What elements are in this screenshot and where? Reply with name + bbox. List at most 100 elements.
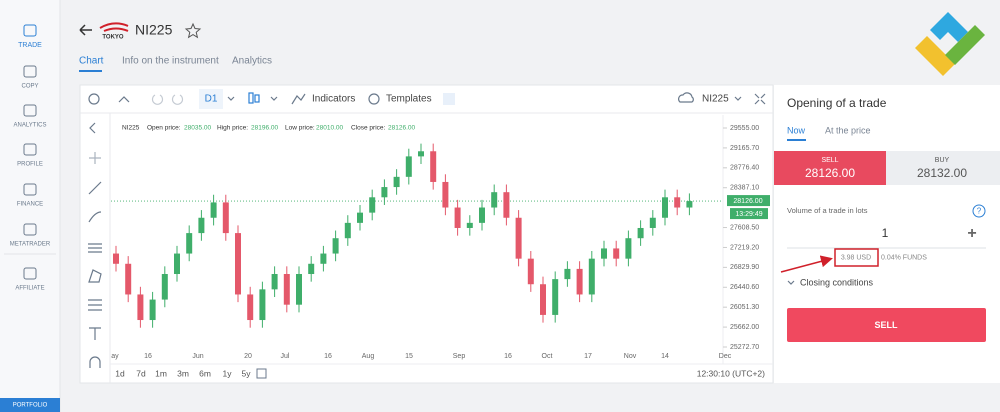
candle-body xyxy=(247,294,254,321)
period-button[interactable]: 7d xyxy=(136,368,146,378)
templates-button[interactable]: Templates xyxy=(386,94,432,105)
candle-body xyxy=(491,192,498,208)
period-button[interactable]: 6m xyxy=(199,368,211,378)
period-button[interactable]: 1m xyxy=(155,368,167,378)
sell-label[interactable]: SELL xyxy=(821,157,838,164)
sidebar-icon[interactable] xyxy=(23,24,37,37)
period-button[interactable]: 3m xyxy=(177,368,189,378)
candle-body xyxy=(405,156,412,177)
candle-body xyxy=(540,284,546,315)
volume-input[interactable]: 1 xyxy=(882,226,889,240)
help-icon[interactable] xyxy=(972,204,986,218)
legend-close-label: Close price: xyxy=(351,125,386,132)
legend-open-label: Open price: xyxy=(147,125,181,132)
candle-body xyxy=(113,253,119,264)
legend-low: 28010.00 xyxy=(316,125,343,132)
date-label: 14 xyxy=(661,353,669,360)
sidebar-items: TRADE COPY ANALYTICS PROFILE FINANCE METATRAD… xyxy=(4,24,56,292)
date-label: Sep xyxy=(453,353,466,360)
sell-box[interactable] xyxy=(774,151,886,185)
price-tick-label: 25662.00 xyxy=(730,324,759,331)
date-label: Oct xyxy=(542,353,553,360)
logo-mark xyxy=(99,22,129,32)
sidebar-label[interactable]: METATRADER xyxy=(10,242,51,248)
legend-high-label: High price: xyxy=(217,125,248,132)
sidebar-label[interactable]: COPY xyxy=(21,84,38,90)
candle-body xyxy=(332,238,339,254)
date-label: Nov xyxy=(624,353,637,360)
back-arrow[interactable] xyxy=(79,24,92,36)
date-label: 16 xyxy=(144,353,152,360)
candle-body xyxy=(466,222,473,228)
tab-chart[interactable]: Chart xyxy=(79,56,104,67)
sidebar-icon[interactable] xyxy=(23,267,37,280)
candle-body xyxy=(662,197,668,218)
sidebar-icon[interactable] xyxy=(23,104,37,117)
instrument-title: NI225 xyxy=(135,22,173,38)
closing-conditions[interactable]: Closing conditions xyxy=(800,277,874,287)
calendar-icon[interactable] xyxy=(256,368,267,379)
sell-button[interactable] xyxy=(787,308,986,342)
logo-text: TOKYO xyxy=(102,35,124,41)
symbol-select[interactable]: NI225 xyxy=(702,94,729,105)
price-tick-label: 29555.00 xyxy=(730,125,759,132)
candle-body xyxy=(174,253,180,275)
date-label: 17 xyxy=(584,353,592,360)
portfolio-label[interactable]: PORTFOLIO xyxy=(13,403,48,409)
favorite-star[interactable] xyxy=(184,22,202,39)
sidebar-icon[interactable] xyxy=(23,65,37,78)
buy-box[interactable] xyxy=(886,151,1000,185)
closing-chevron[interactable] xyxy=(787,280,795,285)
price-tick-label: 27608.50 xyxy=(730,224,759,231)
date-label: 20 xyxy=(244,353,252,360)
legend-high: 28196.00 xyxy=(251,125,278,132)
portfolio-bar[interactable] xyxy=(0,398,60,412)
countdown: 13:29:49 xyxy=(735,211,762,218)
period-button[interactable]: 1y xyxy=(223,368,233,378)
period-button[interactable]: 1d xyxy=(115,368,125,378)
candle-body xyxy=(259,289,266,321)
tab-now[interactable]: Now xyxy=(787,125,806,135)
sell-button-label[interactable]: SELL xyxy=(874,320,898,330)
sidebar-icon[interactable] xyxy=(23,143,37,156)
price-tick-label: 25272.70 xyxy=(730,344,759,351)
sidebar-label[interactable]: PROFILE xyxy=(17,162,43,168)
sidebar-icon[interactable] xyxy=(23,183,37,196)
tab-info[interactable]: Info on the instrument xyxy=(122,56,219,67)
help-mark[interactable]: ? xyxy=(977,207,982,216)
period-button[interactable]: 5y xyxy=(242,368,252,378)
trade-title: Opening of a trade xyxy=(787,96,887,110)
buy-label[interactable]: BUY xyxy=(935,157,950,164)
candle-body xyxy=(442,181,449,208)
sidebar-label[interactable]: AFFILIATE xyxy=(15,286,44,292)
period-buttons: 1d 7d 1m 3m 6m 1y 5y xyxy=(115,368,251,378)
trade-cost: 3.98 USD xyxy=(841,254,871,261)
date-label: 16 xyxy=(324,353,332,360)
buy-price[interactable]: 28132.00 xyxy=(917,166,967,180)
sidebar-label[interactable]: ANALYTICS xyxy=(14,123,47,129)
price-tick-label: 26440.60 xyxy=(730,284,759,291)
sidebar-icon[interactable] xyxy=(23,223,37,236)
candle-body xyxy=(649,217,656,228)
volume-label: Volume of a trade in lots xyxy=(787,206,868,215)
candle-body xyxy=(137,294,144,321)
candle-body xyxy=(588,258,595,295)
date-label: May xyxy=(105,353,119,360)
sell-price[interactable]: 28126.00 xyxy=(805,166,855,180)
current-price-badge xyxy=(727,195,770,207)
tab-analytics[interactable]: Analytics xyxy=(232,56,272,67)
candle-body xyxy=(161,274,168,300)
candle-body xyxy=(125,263,132,295)
volume-plus[interactable]: + xyxy=(967,225,976,242)
tab-at-price[interactable]: At the price xyxy=(825,125,871,135)
timeframe[interactable]: D1 xyxy=(205,94,218,105)
sidebar-label[interactable]: TRADE xyxy=(18,42,42,49)
candle-body xyxy=(479,207,485,223)
brand-logo xyxy=(915,12,985,76)
indicators-button[interactable]: Indicators xyxy=(312,94,355,105)
candle-body xyxy=(186,233,193,254)
price-tick-label: 28387.10 xyxy=(730,185,759,192)
candle-body xyxy=(271,274,278,290)
sidebar-label[interactable]: FINANCE xyxy=(17,202,43,208)
